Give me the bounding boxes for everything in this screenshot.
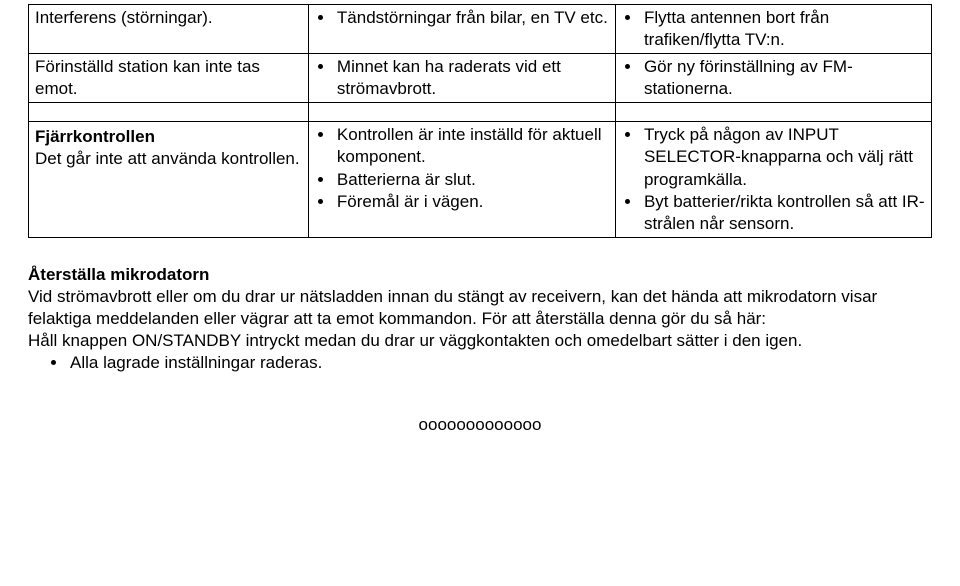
list-item: Tändstörningar från bilar, en TV etc. [335, 7, 609, 29]
list-item: Minnet kan ha raderats vid ett strömavbr… [335, 56, 609, 100]
spacer-cell [308, 103, 615, 122]
list-item: Flytta antennen bort från trafiken/flytt… [642, 7, 925, 51]
list-item: Byt batterier/rikta kontrollen så att IR… [642, 191, 925, 235]
list-item: Alla lagrade inställningar raderas. [68, 352, 932, 374]
cell-remedy: Tryck på någon av INPUT SELECTOR-knappar… [615, 122, 931, 237]
cell-cause: Kontrollen är inte inställd för aktuell … [308, 122, 615, 237]
cell-problem: Interferens (störningar). [29, 5, 309, 54]
spacer-cell [29, 103, 309, 122]
reset-section: Återställa mikrodatorn Vid strömavbrott … [28, 264, 932, 374]
troubleshoot-table: Interferens (störningar). Tändstörningar… [28, 4, 932, 238]
reset-bullets: Alla lagrade inställningar raderas. [28, 352, 932, 374]
problem-text: Förinställd station kan inte tas emot. [35, 57, 260, 98]
problem-text: Det går inte att använda kontrollen. [35, 149, 300, 168]
problem-text: Interferens (störningar). [35, 8, 213, 27]
page: Interferens (störningar). Tändstörningar… [0, 0, 960, 456]
reset-paragraph-1: Vid strömavbrott eller om du drar ur nät… [28, 286, 932, 330]
list-item: Tryck på någon av INPUT SELECTOR-knappar… [642, 124, 925, 190]
spacer-cell [615, 103, 931, 122]
divider-ooo: ooooooooooooo [28, 414, 932, 436]
table-row: Förinställd station kan inte tas emot. M… [29, 54, 932, 103]
remedy-list: Tryck på någon av INPUT SELECTOR-knappar… [622, 124, 925, 234]
table-row: Fjärrkontrollen Det går inte att använda… [29, 122, 932, 237]
reset-heading: Återställa mikrodatorn [28, 264, 932, 286]
cell-cause: Tändstörningar från bilar, en TV etc. [308, 5, 615, 54]
cause-list: Tändstörningar från bilar, en TV etc. [315, 7, 609, 29]
table-spacer-row [29, 103, 932, 122]
list-item: Batterierna är slut. [335, 169, 609, 191]
list-item: Gör ny förinställning av FM-stationerna. [642, 56, 925, 100]
list-item: Föremål är i vägen. [335, 191, 609, 213]
cause-list: Minnet kan ha raderats vid ett strömavbr… [315, 56, 609, 100]
remedy-list: Gör ny förinställning av FM-stationerna. [622, 56, 925, 100]
section-heading: Fjärrkontrollen [35, 124, 302, 148]
cause-list: Kontrollen är inte inställd för aktuell … [315, 124, 609, 212]
cell-cause: Minnet kan ha raderats vid ett strömavbr… [308, 54, 615, 103]
reset-paragraph-2: Håll knappen ON/STANDBY intryckt medan d… [28, 330, 932, 352]
list-item: Kontrollen är inte inställd för aktuell … [335, 124, 609, 168]
cell-remedy: Gör ny förinställning av FM-stationerna. [615, 54, 931, 103]
cell-remedy: Flytta antennen bort från trafiken/flytt… [615, 5, 931, 54]
cell-problem: Förinställd station kan inte tas emot. [29, 54, 309, 103]
remedy-list: Flytta antennen bort från trafiken/flytt… [622, 7, 925, 51]
cell-problem: Fjärrkontrollen Det går inte att använda… [29, 122, 309, 237]
table-row: Interferens (störningar). Tändstörningar… [29, 5, 932, 54]
